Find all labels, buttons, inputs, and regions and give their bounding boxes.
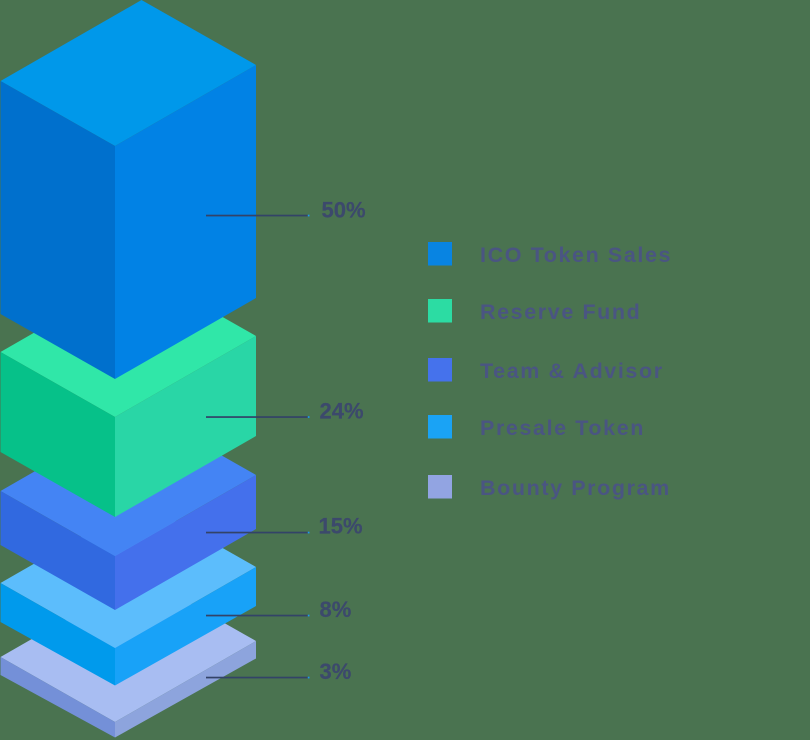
svg-text:15%: 15%: [319, 514, 363, 539]
svg-text:ICO Token Sales: ICO Token Sales: [480, 243, 672, 267]
svg-text:Team & Advisor: Team & Advisor: [480, 359, 664, 383]
svg-text:Reserve Fund: Reserve Fund: [480, 300, 641, 324]
svg-text:3%: 3%: [320, 659, 352, 684]
svg-text:8%: 8%: [320, 597, 352, 622]
svg-text:Bounty Program: Bounty Program: [480, 476, 671, 500]
svg-text:24%: 24%: [320, 399, 364, 424]
svg-text:50%: 50%: [322, 198, 366, 223]
svg-text:Presale Token: Presale Token: [480, 416, 645, 440]
